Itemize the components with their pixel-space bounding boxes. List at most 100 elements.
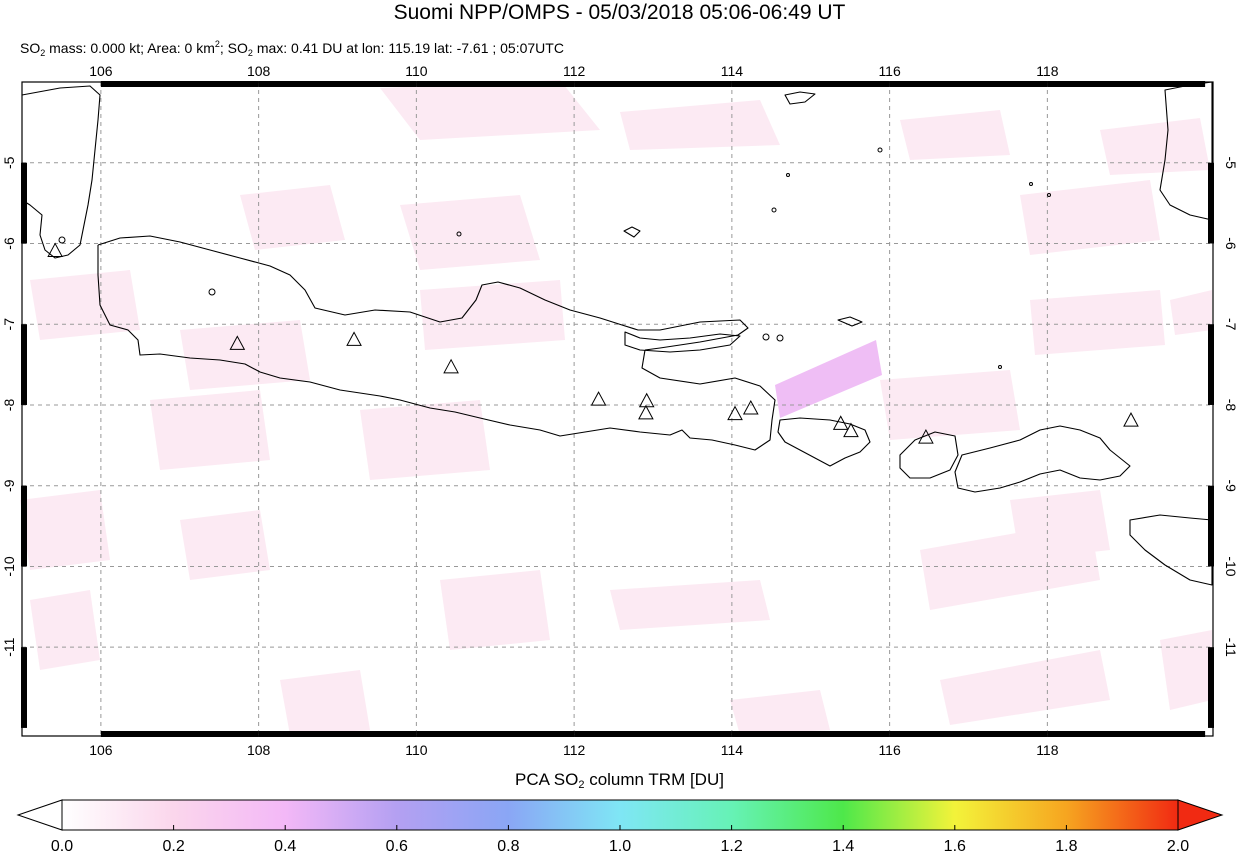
lon-tick-label-top: 116	[878, 63, 901, 79]
colorbar-tick-label: 1.8	[1055, 838, 1078, 855]
so2-swath-layer	[20, 80, 1212, 735]
colorbar-tick-label: 0.8	[497, 838, 520, 855]
frame-bar-bottom	[258, 731, 417, 737]
so2-swath	[20, 490, 110, 570]
volcano-triangle-icon	[742, 399, 759, 415]
frame-bar-right	[1208, 162, 1214, 244]
coastline-sumba	[1129, 514, 1213, 586]
frame-bar-bottom	[889, 731, 1048, 737]
lon-tick-label-bottom: 108	[247, 742, 271, 758]
subtitle-part: max: 0.41 DU at lon: 115.19 lat: -7.61 ;…	[252, 40, 564, 56]
frame-bar-top	[416, 81, 575, 87]
volcano-layer	[47, 242, 1139, 444]
frame-bar-right	[1208, 647, 1214, 728]
volcano-triangle-icon	[443, 358, 459, 374]
lon-tick-label-top: 106	[89, 63, 113, 79]
colorbar	[16, 799, 1224, 831]
so2-swath	[1030, 290, 1165, 355]
subtitle-part: mass: 0.000 kt; Area: 0 km	[45, 40, 215, 56]
lat-tick-label-right: -11	[1223, 638, 1239, 657]
lat-tick-label-left: -9	[1, 479, 17, 492]
lon-tick-label-top: 110	[405, 63, 428, 79]
islet	[1047, 193, 1051, 197]
islet	[877, 147, 883, 153]
map-frame	[21, 81, 1214, 737]
colorbar-tick-label: 0.6	[385, 838, 408, 855]
coastline-madura	[624, 331, 741, 353]
lat-tick-label-right: -10	[1223, 556, 1239, 576]
so2-swath	[1170, 290, 1212, 335]
lat-tick-label-right: -9	[1223, 479, 1239, 492]
lon-tick-label-bottom: 118	[1036, 742, 1059, 758]
lon-tick-label-bottom: 106	[89, 742, 113, 758]
coastline-kangean	[837, 316, 863, 327]
frame-bar-top	[889, 81, 1048, 87]
volcano-triangle-icon	[47, 242, 63, 258]
subtitle-sup: 2	[214, 39, 220, 49]
coastline-layer	[21, 81, 1213, 586]
frame-bar-bottom	[574, 731, 732, 737]
lon-tick-label-bottom: 110	[405, 742, 428, 758]
so2-swath	[380, 80, 600, 140]
so2-swath	[400, 195, 540, 270]
frame-bar-left	[21, 647, 27, 728]
small-islands	[58, 147, 1051, 369]
so2-swath	[30, 270, 140, 340]
graticule	[22, 82, 1213, 736]
islet	[58, 236, 66, 244]
colorbar-over-arrow	[1177, 799, 1224, 831]
coastline-sumbawa	[954, 425, 1131, 493]
islet	[208, 288, 216, 296]
volcano-triangle-icon	[843, 422, 859, 438]
colorbar-tick-label: 1.2	[720, 838, 743, 855]
islet	[771, 207, 777, 213]
map-subtitle: SO2 mass: 0.000 kt; Area: 0 km2; SO2 max…	[20, 35, 564, 62]
so2-swath	[1160, 630, 1212, 710]
volcano-triangle-icon	[638, 404, 654, 420]
islet	[762, 333, 770, 341]
so2-swath	[30, 590, 100, 670]
so2-swath	[1010, 490, 1110, 560]
volcano-triangle-icon	[590, 391, 607, 406]
colorbar-under-arrow	[16, 799, 63, 831]
subtitle-part: SO	[20, 40, 41, 56]
frame-bar-top	[731, 81, 890, 87]
so2-swath	[610, 580, 770, 630]
lon-tick-label-bottom: 114	[721, 742, 744, 758]
frame-bar-right	[1208, 485, 1214, 567]
so2-swath	[940, 650, 1110, 725]
lat-tick-label-right: -8	[1223, 399, 1239, 412]
frame-bar-bottom	[100, 731, 259, 737]
so2-swath	[180, 320, 310, 390]
frame-bar-right	[1208, 324, 1214, 405]
so2-max-swath	[775, 340, 882, 418]
colorbar-tick-marks	[173, 825, 1067, 830]
frame-bar-top	[574, 81, 732, 87]
colorbar-tick-label: 1.4	[832, 838, 855, 855]
lat-tick-label-left: -11	[1, 637, 17, 656]
subtitle-sub: 2	[40, 48, 46, 58]
lon-tick-label-top: 114	[721, 63, 744, 79]
islet	[456, 231, 462, 237]
lat-tick-label-left: -6	[1, 237, 17, 250]
coastline-java-south	[97, 245, 776, 451]
lat-tick-label-left: -8	[1, 399, 17, 412]
colorbar-title-part: PCA SO	[515, 770, 579, 789]
so2-swath	[280, 670, 370, 735]
volcano-triangle-icon	[229, 335, 246, 350]
lon-tick-label-bottom: 112	[563, 742, 586, 758]
colorbar-tick-label: 0.0	[50, 838, 74, 855]
frame-bar-left	[21, 485, 27, 567]
volcano-triangle-icon	[918, 429, 934, 444]
so2-swath	[900, 110, 1010, 160]
lat-tick-label-right: -5	[1223, 157, 1239, 170]
map-title: Suomi NPP/OMPS - 05/03/2018 05:06-06:49 …	[393, 1, 846, 24]
coastline-java-north	[97, 235, 749, 351]
coastline-sumatra	[21, 85, 101, 259]
coastline-lombok	[899, 431, 959, 479]
axis-layer: 106 106 108 108 110 110 112 112 114 114 116 116 118 1…	[1, 63, 1239, 758]
lat-tick-label-right: -6	[1223, 237, 1239, 250]
so2-swath	[440, 570, 550, 650]
coastline-bali	[777, 417, 871, 467]
colorbar-title: PCA SO2 column TRM [DU]	[0, 769, 1239, 796]
